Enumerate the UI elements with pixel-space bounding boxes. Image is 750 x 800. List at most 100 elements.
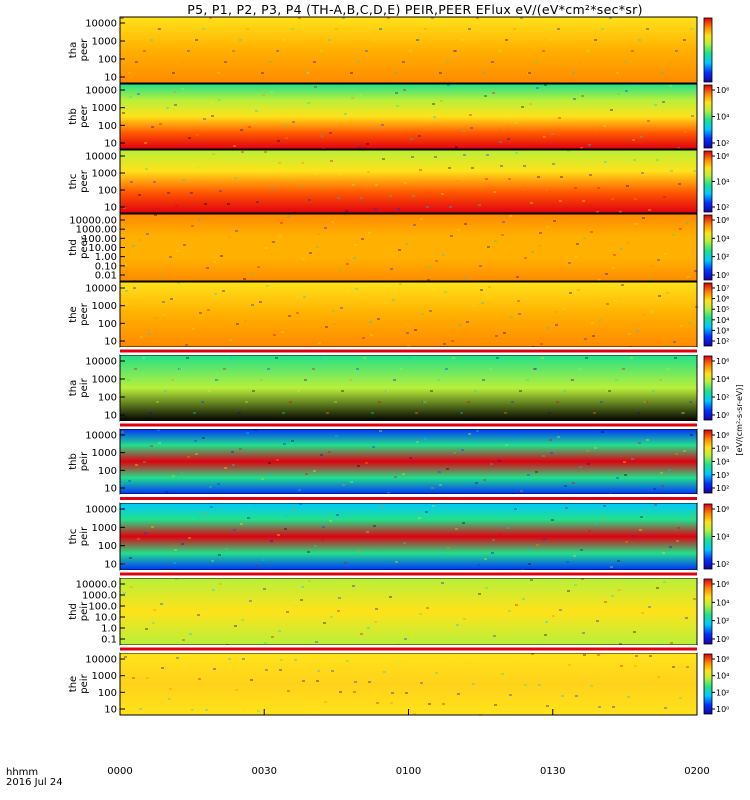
- speckle: [420, 682, 423, 684]
- speckle: [283, 39, 286, 41]
- y-axis-label-thb-peer: thbpeer: [68, 104, 90, 128]
- speckle: [550, 39, 553, 41]
- speckle: [241, 151, 244, 153]
- speckle: [514, 508, 517, 510]
- speckle: [255, 565, 258, 567]
- speckle: [530, 202, 533, 204]
- speckle: [508, 610, 511, 612]
- speckle: [613, 254, 616, 256]
- speckle: [167, 597, 170, 599]
- speckle: [694, 687, 697, 689]
- speckle: [459, 412, 462, 414]
- speckle: [281, 331, 284, 333]
- speckle: [514, 122, 517, 124]
- speckle: [601, 431, 604, 433]
- speckle: [627, 696, 630, 698]
- speckle: [502, 221, 505, 223]
- y-axis-label-line: peer: [79, 302, 90, 326]
- panel-frame: [119, 16, 698, 84]
- speckle: [192, 328, 195, 330]
- speckle: [391, 692, 394, 694]
- speckle: [680, 325, 683, 327]
- colorbar-unit-label: [eV/(cm²-s-sr-eV)]: [735, 384, 744, 455]
- speckle: [583, 654, 586, 656]
- speckle: [464, 662, 467, 664]
- speckle: [241, 619, 244, 621]
- speckle: [130, 586, 133, 588]
- y-tick-label: 1.0: [101, 624, 117, 635]
- speckle: [528, 563, 531, 565]
- y-axis-label-tha-peer: thapeer: [68, 38, 90, 62]
- speckle: [135, 61, 138, 63]
- y-axis-label-line: thd: [68, 603, 79, 620]
- speckle: [138, 634, 141, 636]
- speckle: [493, 635, 496, 637]
- speckle: [612, 267, 615, 269]
- speckle: [256, 201, 259, 203]
- speckle: [500, 629, 503, 631]
- y-tick-label: 10: [104, 337, 117, 348]
- speckle: [642, 217, 645, 219]
- speckle: [181, 88, 184, 90]
- speckle: [553, 674, 556, 676]
- y-tick-label: 0.01: [95, 271, 117, 282]
- speckle: [233, 529, 236, 531]
- speckle: [667, 368, 670, 370]
- speckle: [390, 702, 393, 704]
- speckle: [138, 194, 141, 196]
- speckle: [379, 28, 382, 30]
- speckle: [416, 441, 419, 443]
- speckle: [536, 544, 539, 546]
- speckle: [278, 630, 281, 632]
- speckle: [176, 657, 179, 659]
- speckle: [224, 467, 227, 469]
- speckle: [427, 713, 430, 715]
- speckle: [125, 290, 128, 292]
- speckle: [434, 588, 437, 590]
- speckle: [560, 176, 563, 178]
- speckle: [684, 131, 687, 133]
- speckle: [690, 28, 693, 30]
- speckle: [557, 436, 560, 438]
- speckle: [194, 39, 197, 41]
- speckle: [180, 472, 183, 474]
- speckle: [395, 92, 398, 94]
- speckle: [434, 156, 437, 158]
- speckle: [616, 72, 619, 74]
- y-axis-label-line: thd: [68, 239, 79, 256]
- speckle: [492, 539, 495, 541]
- speckle: [427, 279, 430, 281]
- speckle: [168, 698, 171, 700]
- speckle: [161, 275, 164, 277]
- speckle: [285, 515, 288, 517]
- speckle: [626, 185, 629, 187]
- speckle: [497, 357, 500, 359]
- speckle: [336, 514, 339, 516]
- speckle: [505, 444, 508, 446]
- colorbar-tick-label: 10²: [716, 484, 729, 493]
- speckle: [331, 670, 334, 672]
- speckle: [320, 454, 323, 456]
- speckle: [301, 162, 304, 164]
- speckle: [649, 278, 652, 280]
- speckle: [661, 72, 664, 74]
- speckle: [675, 453, 678, 455]
- speckle: [611, 198, 614, 200]
- speckle: [197, 614, 200, 616]
- speckle: [523, 165, 526, 167]
- speckle: [203, 118, 206, 120]
- speckle: [587, 50, 590, 52]
- y-tick-label: 10000: [85, 357, 117, 368]
- speckle: [214, 293, 217, 295]
- speckle: [122, 112, 125, 114]
- speckle: [450, 235, 453, 237]
- speckle: [662, 101, 665, 103]
- speckle: [414, 329, 417, 331]
- speckle: [300, 599, 303, 601]
- y-axis-label-line: peir: [79, 377, 90, 397]
- speckle: [270, 91, 273, 93]
- speckle: [472, 683, 475, 685]
- speckle: [682, 412, 685, 414]
- speckle: [358, 146, 361, 148]
- y-axis-label-line: the: [68, 306, 79, 322]
